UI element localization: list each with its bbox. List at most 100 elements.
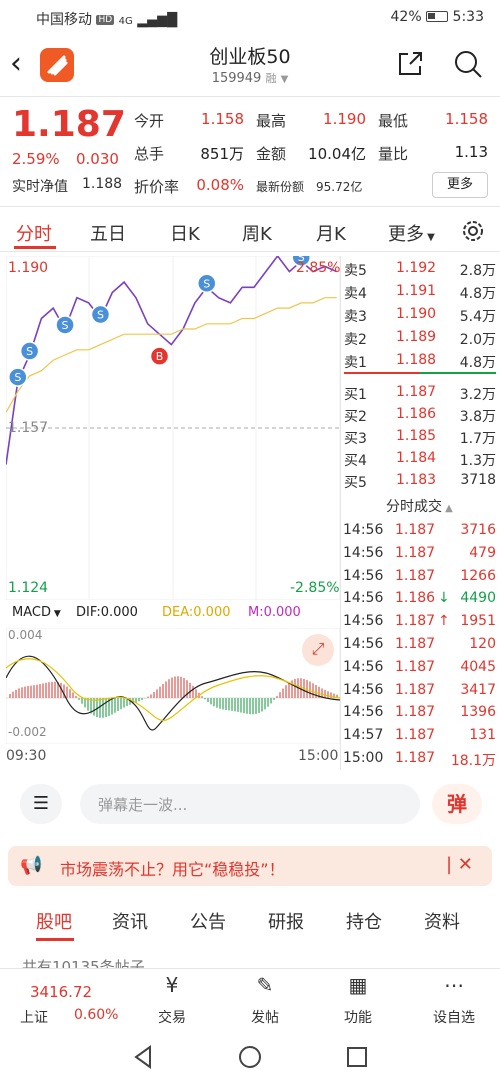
- trade-icon[interactable]: ¥: [165, 973, 179, 997]
- macd-bottom-value: -0.002: [8, 725, 47, 739]
- expand-icon[interactable]: ⤢: [302, 634, 334, 666]
- marker-label: S: [14, 371, 21, 384]
- trade-label[interactable]: 交易: [158, 1010, 186, 1026]
- margin-tag: 融: [265, 72, 277, 85]
- open-value: 1.158: [201, 110, 244, 128]
- tab-five-day[interactable]: 五日: [90, 224, 126, 245]
- macd-bar: [126, 698, 128, 707]
- tab-holdings[interactable]: 持仓: [346, 912, 382, 933]
- tab-forum[interactable]: 股吧: [36, 912, 72, 933]
- index-value[interactable]: 3416.72: [30, 983, 93, 1001]
- tab-profile[interactable]: 资料: [424, 912, 460, 933]
- divider: [340, 256, 341, 770]
- macd-bar: [255, 698, 257, 714]
- danmaku-send-button[interactable]: 弹: [432, 784, 482, 824]
- high-value: 1.190: [323, 110, 366, 128]
- tab-intraday[interactable]: 分时: [16, 224, 52, 245]
- comment-list-icon[interactable]: ☰: [20, 784, 62, 824]
- more-quote-button[interactable]: 更多: [432, 172, 488, 198]
- buy-marker[interactable]: [149, 346, 170, 366]
- post-label[interactable]: 发帖: [251, 1010, 279, 1026]
- book-level-price: 1.192: [396, 260, 437, 276]
- sell-marker[interactable]: [8, 367, 28, 387]
- post-icon[interactable]: ✎: [256, 973, 274, 997]
- tick-time: 14:56: [343, 636, 384, 652]
- tab-weekly-k[interactable]: 周K: [242, 224, 272, 245]
- watchlist-label[interactable]: 设自选: [433, 1010, 475, 1026]
- macd-bar: [300, 678, 302, 698]
- home-nav-icon[interactable]: [237, 1044, 263, 1070]
- share-icon[interactable]: [396, 50, 424, 78]
- book-level-price: 1.191: [396, 283, 437, 299]
- settings-icon[interactable]: [460, 218, 486, 244]
- macd-bar: [96, 698, 98, 718]
- back-icon[interactable]: ‹: [10, 46, 22, 81]
- macd-bar: [159, 686, 161, 698]
- macd-bar: [45, 682, 47, 698]
- tick-price: 1.187: [395, 681, 436, 698]
- dropdown-icon: ▼: [424, 232, 435, 243]
- macd-bar: [15, 689, 17, 698]
- tick-volume: 131: [469, 727, 496, 744]
- tab-monthly-k[interactable]: 月K: [316, 224, 346, 245]
- tab-announcements[interactable]: 公告: [190, 912, 226, 933]
- tick-volume: 479: [469, 544, 496, 561]
- back-nav-icon[interactable]: [130, 1044, 156, 1070]
- sell-marker[interactable]: [291, 256, 311, 267]
- macd-bar: [195, 689, 197, 698]
- book-level-label: 买4: [344, 453, 367, 469]
- page-title: 创业板50: [209, 46, 291, 68]
- dea-line: [6, 658, 340, 722]
- app-logo[interactable]: [40, 48, 74, 82]
- macd-bar: [213, 698, 215, 707]
- book-level-price: 1.187: [396, 384, 437, 400]
- low-label: 最低: [378, 112, 409, 130]
- book-level-volume: 1.7万: [459, 431, 496, 447]
- sell-marker[interactable]: [197, 273, 217, 294]
- nav-bar: ‹ 创业板50 159949 融 ▼: [0, 34, 500, 96]
- tab-research[interactable]: 研报: [268, 912, 304, 933]
- dropdown-icon[interactable]: ▼: [280, 74, 289, 85]
- search-icon[interactable]: [452, 48, 484, 80]
- book-level-volume: 4.8万: [459, 355, 496, 371]
- macd-chart[interactable]: [6, 628, 340, 744]
- m-value: M:0.000: [248, 605, 301, 620]
- tick-volume: 3417: [460, 681, 496, 698]
- macd-bar: [291, 680, 293, 698]
- macd-bar: [276, 696, 278, 698]
- time-end: 15:00: [298, 748, 339, 764]
- tab-news[interactable]: 资讯: [112, 912, 148, 933]
- sell-marker[interactable]: [19, 341, 40, 361]
- macd-bar: [336, 694, 338, 698]
- macd-bar: [69, 689, 71, 698]
- macd-bar: [246, 698, 248, 714]
- macd-bar: [327, 691, 329, 698]
- macd-bar: [210, 698, 212, 705]
- recents-nav-icon[interactable]: [344, 1044, 370, 1070]
- tab-daily-k[interactable]: 日K: [170, 224, 200, 245]
- macd-bar: [315, 685, 317, 698]
- macd-bar: [183, 678, 185, 698]
- network-type: 4G: [118, 16, 133, 27]
- tab-more[interactable]: 更多 ▼: [388, 220, 435, 246]
- ticks-title[interactable]: 分时成交 ▲: [386, 496, 453, 516]
- close-icon[interactable]: | ✕: [446, 854, 473, 875]
- macd-bar: [120, 698, 122, 710]
- tick-price: 1.187: [395, 658, 436, 675]
- function-label[interactable]: 功能: [344, 1010, 372, 1026]
- macd-selector[interactable]: MACD ▼: [12, 605, 61, 620]
- function-icon[interactable]: ▦: [348, 973, 368, 997]
- danmaku-input[interactable]: 弹幕走一波...: [80, 784, 420, 824]
- sell-marker[interactable]: [90, 304, 111, 325]
- book-level-label: 卖1: [344, 355, 367, 371]
- promo-banner[interactable]: 📢 市场震荡不止？用它“稳稳投”！ | ✕: [8, 846, 492, 886]
- collapse-icon: ▲: [442, 503, 453, 514]
- chart-bottom-price: 1.124: [8, 580, 49, 596]
- tick-time: 14:56: [343, 658, 384, 675]
- more-icon[interactable]: ⋯: [444, 973, 464, 997]
- average-line: [6, 297, 337, 413]
- sell-marker[interactable]: [55, 315, 75, 335]
- chart-bottom-pct: -2.85%: [290, 580, 340, 596]
- macd-bar: [78, 698, 80, 700]
